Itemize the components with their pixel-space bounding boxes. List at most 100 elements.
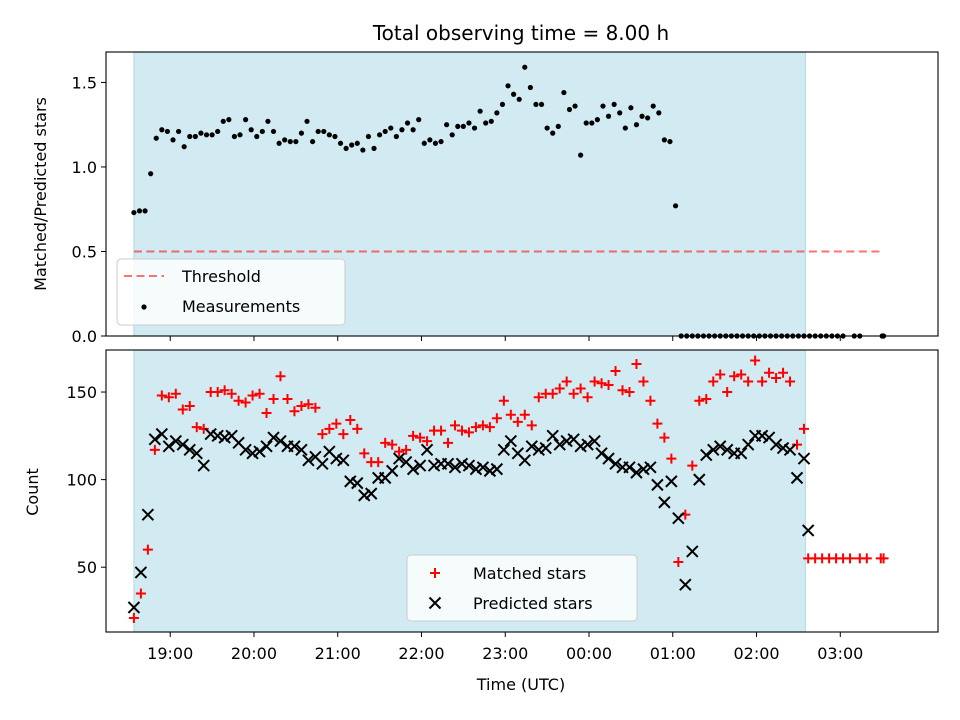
data-point <box>259 128 265 135</box>
data-point <box>352 423 363 434</box>
data-point <box>237 132 243 138</box>
data-point <box>471 125 478 131</box>
data-point <box>377 132 383 138</box>
data-point <box>638 376 649 387</box>
data-point <box>783 443 797 457</box>
data-point <box>289 406 300 417</box>
legend-measurement-label: Measurements <box>182 297 300 316</box>
data-point <box>142 544 153 555</box>
data-point <box>233 395 244 406</box>
data-point <box>156 390 167 401</box>
data-point <box>477 420 488 431</box>
data-point <box>518 454 531 467</box>
data-point <box>192 133 198 140</box>
data-point <box>349 142 355 148</box>
data-point <box>388 125 394 131</box>
data-point <box>617 110 623 116</box>
data-point <box>394 446 405 457</box>
data-point <box>491 413 502 424</box>
data-point <box>644 461 657 474</box>
data-point <box>527 84 533 91</box>
data-point <box>141 508 155 521</box>
data-point <box>544 125 550 131</box>
data-point <box>443 437 454 448</box>
data-point <box>785 376 796 387</box>
data-point <box>373 457 384 468</box>
data-point <box>455 123 461 129</box>
data-point <box>708 376 719 387</box>
x-tick-label: 19:00 <box>147 644 193 663</box>
data-point <box>769 438 783 451</box>
y-tick-label: 1.5 <box>72 73 97 92</box>
data-point <box>275 371 286 382</box>
data-point <box>401 444 412 455</box>
data-point <box>448 461 462 474</box>
data-point <box>651 478 664 492</box>
data-point <box>589 120 595 126</box>
data-point <box>572 103 578 109</box>
data-point <box>274 434 287 448</box>
data-point <box>554 383 565 394</box>
x-tick-label: 02:00 <box>733 644 779 663</box>
data-point <box>792 439 803 450</box>
data-point <box>382 128 388 135</box>
top-legend: Threshold Measurements <box>116 258 346 326</box>
data-point <box>392 452 406 465</box>
data-point <box>498 395 509 406</box>
data-point <box>538 101 545 108</box>
data-point <box>652 418 663 429</box>
x-tick-label: 23:00 <box>482 644 528 663</box>
data-point <box>645 395 656 406</box>
data-point <box>187 133 193 140</box>
data-point <box>282 394 293 405</box>
data-point <box>609 457 622 471</box>
data-point <box>226 388 237 399</box>
data-point <box>422 436 433 447</box>
data-point <box>247 390 258 401</box>
data-point <box>190 447 203 460</box>
data-point <box>415 432 426 443</box>
data-point <box>315 128 321 135</box>
x-tick-label: 20:00 <box>231 644 277 663</box>
data-point <box>797 452 811 465</box>
data-point <box>324 423 335 434</box>
data-point <box>268 394 279 405</box>
data-point <box>750 355 761 366</box>
data-point <box>497 443 511 457</box>
data-point <box>332 133 338 140</box>
data-point <box>666 453 677 464</box>
data-point <box>265 118 271 124</box>
data-point <box>371 145 377 151</box>
data-point <box>631 359 642 370</box>
data-point <box>149 444 160 455</box>
data-point <box>650 103 656 109</box>
data-point <box>406 462 420 476</box>
data-point <box>694 395 705 406</box>
data-point <box>436 425 447 436</box>
data-point <box>707 443 720 457</box>
data-point <box>603 380 614 391</box>
data-point <box>533 101 539 108</box>
data-point <box>721 443 734 457</box>
data-point <box>470 422 481 433</box>
data-point <box>693 473 706 486</box>
data-point <box>522 64 528 70</box>
data-point <box>575 383 586 394</box>
data-point <box>672 511 685 525</box>
data-point <box>242 117 249 123</box>
data-point <box>295 443 308 457</box>
data-point <box>449 132 455 138</box>
data-point <box>270 128 277 135</box>
data-point <box>462 459 476 472</box>
x-tick-label: 22:00 <box>398 644 444 663</box>
y-tick-label: 1.0 <box>72 158 97 177</box>
data-point <box>483 120 489 126</box>
data-point <box>687 460 698 471</box>
data-point <box>539 441 552 455</box>
top-panel: 0.0 0.5 1.0 1.5 Threshold Measurements <box>72 51 939 346</box>
data-point <box>582 392 593 403</box>
data-point <box>460 123 466 129</box>
data-point <box>581 438 594 451</box>
data-point <box>764 367 775 378</box>
data-point <box>331 418 342 429</box>
